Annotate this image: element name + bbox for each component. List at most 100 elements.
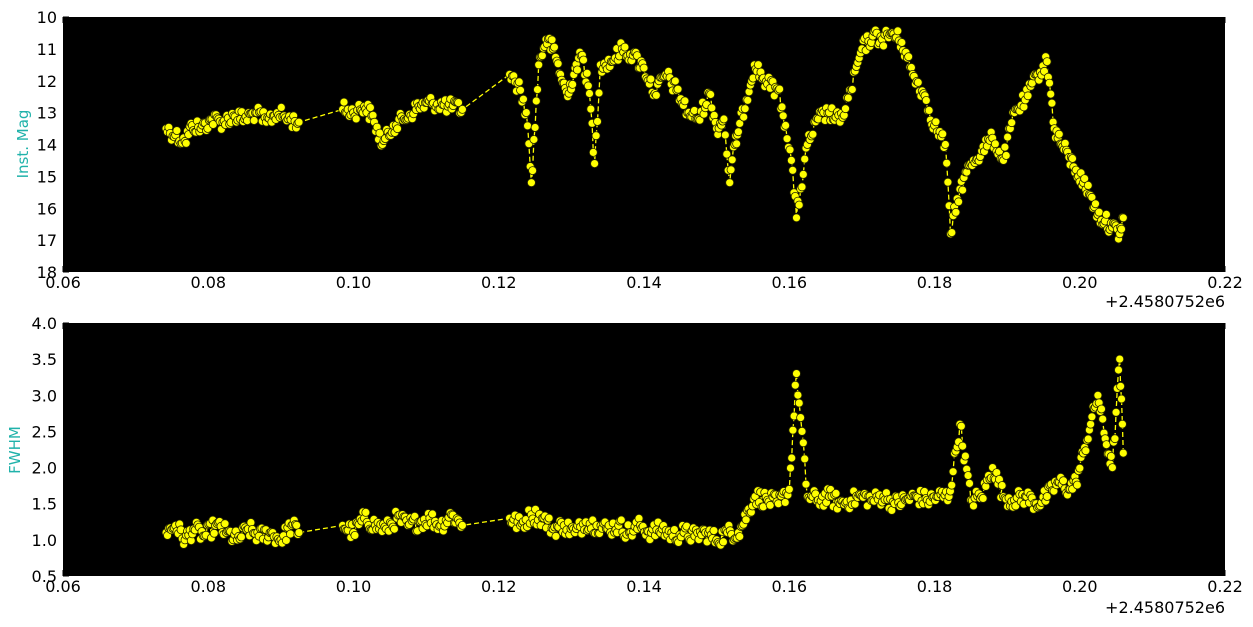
data-point <box>533 85 542 94</box>
data-point <box>209 528 219 538</box>
data-point <box>1102 440 1111 450</box>
data-point <box>1118 419 1127 429</box>
y-tick-label: 1.5 <box>32 495 57 514</box>
data-point <box>586 104 596 114</box>
data-point <box>785 145 795 155</box>
data-point <box>788 425 798 435</box>
data-point <box>365 103 375 112</box>
data-point <box>1003 132 1012 142</box>
data-point <box>181 138 191 148</box>
y-tick-label: 18 <box>37 263 57 282</box>
data-point <box>808 129 818 139</box>
data-point <box>680 96 690 106</box>
data-point <box>583 81 593 91</box>
data-point <box>519 94 528 104</box>
data-point <box>1116 381 1125 391</box>
y-axis-ticks-fwhm: 0.5 1.0 1.5 2.0 2.5 3.0 3.5 4.0 <box>32 314 69 586</box>
data-point <box>1115 354 1125 364</box>
data-point <box>778 111 788 121</box>
data-point <box>529 135 539 144</box>
data-point <box>707 103 717 113</box>
data-point <box>798 438 808 448</box>
data-point <box>339 97 349 107</box>
data-point <box>1111 407 1121 417</box>
data-point <box>236 532 246 542</box>
data-point <box>965 478 974 488</box>
data-point <box>1059 476 1068 486</box>
data-point <box>454 98 463 107</box>
data-point <box>782 134 792 144</box>
data-point <box>706 90 715 99</box>
data-point <box>961 451 970 461</box>
data-point <box>1097 404 1106 414</box>
data-point <box>1083 434 1093 444</box>
data-point <box>800 154 810 164</box>
x-tick-label: 0.20 <box>1062 577 1098 596</box>
data-point <box>719 114 729 124</box>
x-tick-label: 0.06 <box>45 273 81 292</box>
x-tick-label: 0.14 <box>626 577 662 596</box>
data-point <box>947 480 957 490</box>
data-point <box>735 532 745 541</box>
data-point <box>954 197 963 207</box>
data-point <box>801 479 811 489</box>
x-tick-label: 0.12 <box>481 577 517 596</box>
plot-area-inst-mag <box>63 17 1225 272</box>
data-point <box>1000 142 1010 152</box>
data-point <box>531 96 541 106</box>
data-point <box>1098 414 1108 424</box>
data-point <box>547 35 557 45</box>
y-tick-label: 13 <box>37 104 57 123</box>
data-point <box>786 463 795 473</box>
data-point <box>734 127 743 137</box>
series-inst-mag <box>161 25 1128 244</box>
x-tick-label: 0.10 <box>336 577 372 596</box>
data-point <box>249 116 259 125</box>
data-point <box>788 165 798 175</box>
data-point <box>841 104 850 114</box>
data-point <box>727 155 737 165</box>
chart-inst-mag: 0.06 0.08 0.10 0.12 0.14 0.16 0.18 0.20 0.22 101… <box>14 8 1243 311</box>
x-tick-label: 0.10 <box>336 273 372 292</box>
data-point <box>361 508 371 517</box>
data-point <box>1068 154 1077 163</box>
data-point <box>1075 463 1085 473</box>
data-point <box>1093 390 1103 400</box>
data-point <box>172 126 182 136</box>
data-point <box>1106 451 1116 461</box>
data-point <box>1083 180 1093 190</box>
data-point <box>843 93 853 103</box>
data-point <box>743 95 753 105</box>
data-point <box>428 509 437 519</box>
data-point <box>1110 434 1120 444</box>
y-tick-label: 14 <box>37 136 57 155</box>
data-point <box>732 139 741 149</box>
data-point <box>534 60 544 70</box>
x-tick-label: 0.22 <box>1207 273 1243 292</box>
data-point <box>1091 199 1100 209</box>
data-point <box>951 207 961 217</box>
data-point <box>1087 412 1097 422</box>
data-point <box>292 520 302 530</box>
data-point <box>350 531 360 540</box>
y-tick-label: 3.5 <box>32 350 57 369</box>
x-tick-label: 0.06 <box>45 577 81 596</box>
data-point <box>793 390 803 400</box>
data-point <box>784 484 794 494</box>
data-point <box>523 121 532 131</box>
data-point <box>787 155 796 165</box>
data-point <box>1019 102 1029 112</box>
data-point <box>516 85 525 95</box>
data-point <box>924 106 934 115</box>
data-point <box>544 513 554 523</box>
data-point <box>797 426 807 436</box>
y-tick-label: 12 <box>37 72 57 91</box>
series-clip-group <box>161 354 1128 550</box>
x-offset-label-inst-mag: +2.4580752e6 <box>1105 292 1225 311</box>
data-point <box>527 178 536 188</box>
data-point <box>990 139 1000 149</box>
data-point <box>722 149 732 159</box>
data-point <box>1042 492 1052 501</box>
data-point <box>847 85 857 94</box>
data-point <box>1118 213 1128 223</box>
